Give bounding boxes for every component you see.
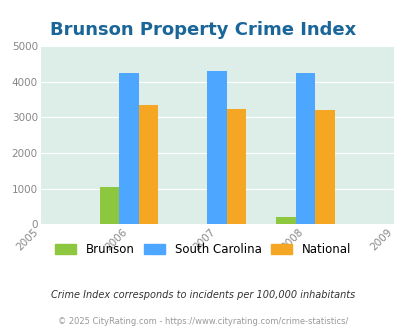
Bar xyxy=(138,105,158,224)
Bar xyxy=(226,109,246,224)
Text: © 2025 CityRating.com - https://www.cityrating.com/crime-statistics/: © 2025 CityRating.com - https://www.city… xyxy=(58,317,347,326)
Bar xyxy=(276,217,295,224)
Bar xyxy=(295,73,314,224)
Bar xyxy=(207,71,226,224)
Bar xyxy=(314,110,334,224)
Text: Crime Index corresponds to incidents per 100,000 inhabitants: Crime Index corresponds to incidents per… xyxy=(51,290,354,300)
Legend: Brunson, South Carolina, National: Brunson, South Carolina, National xyxy=(51,240,354,260)
Text: Brunson Property Crime Index: Brunson Property Crime Index xyxy=(50,21,355,40)
Bar xyxy=(119,73,138,224)
Bar xyxy=(100,187,119,224)
